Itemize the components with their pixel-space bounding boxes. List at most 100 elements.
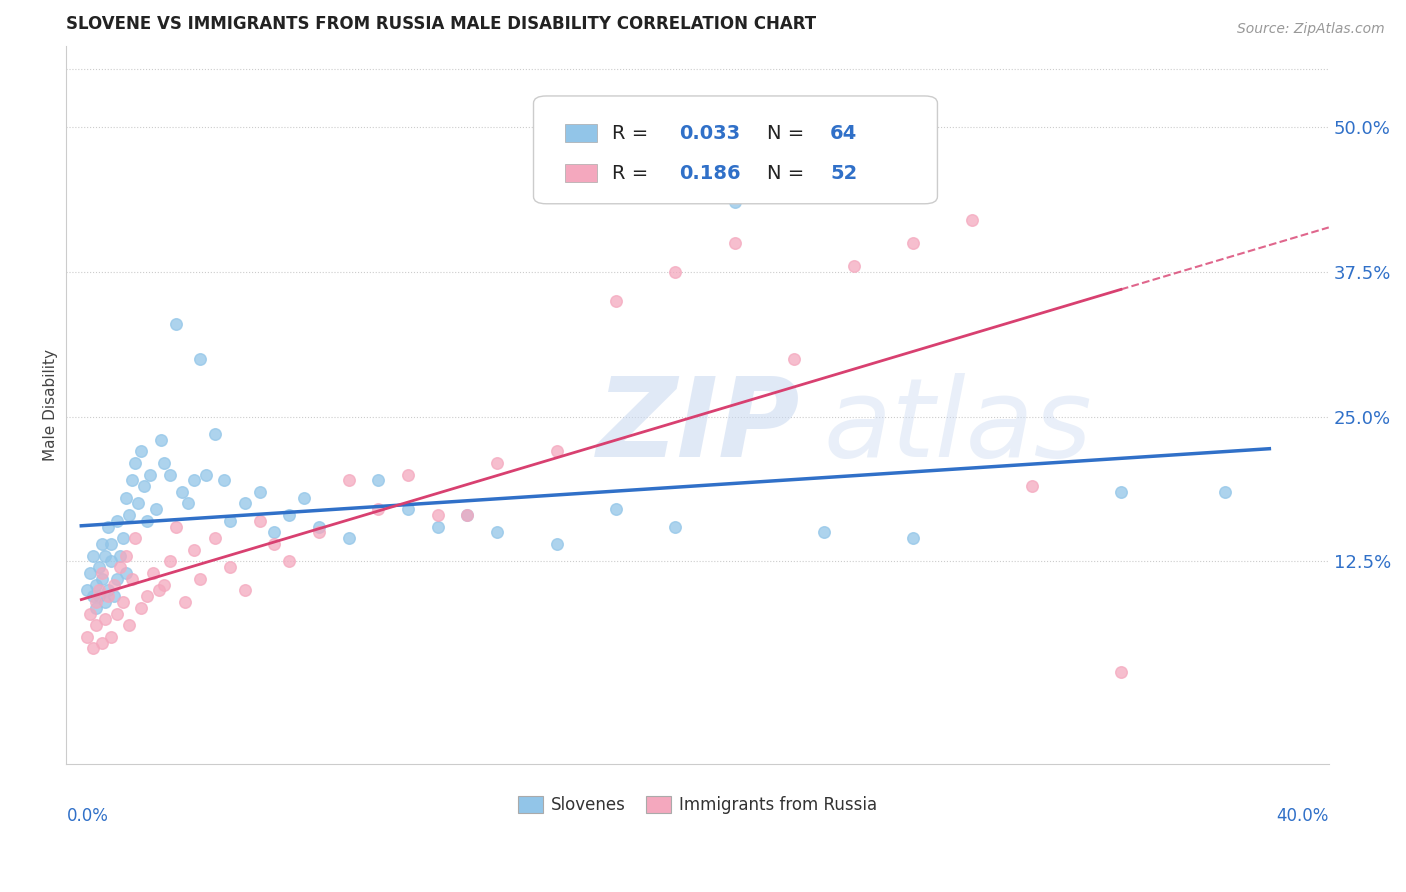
Point bbox=[396, 467, 419, 482]
Point bbox=[1109, 665, 1132, 679]
Point bbox=[188, 351, 211, 366]
Point bbox=[337, 531, 360, 545]
Point bbox=[546, 444, 568, 458]
Text: SLOVENE VS IMMIGRANTS FROM RUSSIA MALE DISABILITY CORRELATION CHART: SLOVENE VS IMMIGRANTS FROM RUSSIA MALE D… bbox=[66, 15, 817, 33]
Text: R =: R = bbox=[612, 124, 648, 143]
Text: ZIP: ZIP bbox=[596, 373, 800, 480]
Point bbox=[84, 595, 107, 609]
Point bbox=[486, 456, 509, 470]
Point bbox=[84, 600, 107, 615]
Text: 40.0%: 40.0% bbox=[1277, 807, 1329, 825]
Point bbox=[204, 531, 226, 545]
Point bbox=[111, 531, 134, 545]
Point bbox=[249, 514, 271, 528]
Point bbox=[249, 484, 271, 499]
Point bbox=[105, 514, 128, 528]
Point bbox=[308, 519, 330, 533]
Point bbox=[91, 572, 114, 586]
Point bbox=[91, 566, 114, 580]
Point bbox=[148, 583, 170, 598]
FancyBboxPatch shape bbox=[533, 96, 938, 203]
Point bbox=[105, 572, 128, 586]
FancyBboxPatch shape bbox=[565, 124, 596, 142]
Point bbox=[79, 566, 101, 580]
Point bbox=[724, 195, 747, 210]
Y-axis label: Male Disability: Male Disability bbox=[44, 349, 58, 461]
Point bbox=[121, 572, 143, 586]
Point bbox=[124, 531, 146, 545]
Point bbox=[91, 635, 114, 649]
Point bbox=[94, 595, 117, 609]
Point bbox=[121, 473, 143, 487]
Point bbox=[124, 456, 146, 470]
Point bbox=[82, 589, 104, 603]
Text: 0.033: 0.033 bbox=[679, 124, 740, 143]
Point bbox=[94, 612, 117, 626]
Point bbox=[263, 525, 285, 540]
Point bbox=[263, 537, 285, 551]
Point bbox=[901, 235, 924, 250]
Text: R =: R = bbox=[612, 164, 648, 183]
Point bbox=[367, 502, 389, 516]
Point bbox=[103, 589, 125, 603]
Point bbox=[605, 502, 627, 516]
Point bbox=[82, 641, 104, 656]
Text: 0.186: 0.186 bbox=[679, 164, 741, 183]
Point bbox=[108, 560, 131, 574]
Point bbox=[212, 473, 235, 487]
Point bbox=[1213, 484, 1236, 499]
Legend: Slovenes, Immigrants from Russia: Slovenes, Immigrants from Russia bbox=[512, 789, 884, 821]
Point bbox=[842, 259, 865, 273]
Point bbox=[145, 502, 167, 516]
Point bbox=[159, 467, 181, 482]
Point bbox=[183, 473, 205, 487]
Text: atlas: atlas bbox=[824, 373, 1092, 480]
Point bbox=[97, 583, 120, 598]
Point bbox=[195, 467, 218, 482]
Point bbox=[100, 554, 122, 568]
Point bbox=[115, 491, 138, 505]
Point bbox=[337, 473, 360, 487]
Point bbox=[1109, 484, 1132, 499]
Point bbox=[664, 519, 686, 533]
Point bbox=[783, 351, 806, 366]
Point bbox=[103, 577, 125, 591]
Point bbox=[135, 514, 157, 528]
Point bbox=[724, 235, 747, 250]
Point bbox=[901, 531, 924, 545]
Point bbox=[84, 577, 107, 591]
Point bbox=[138, 467, 160, 482]
Point bbox=[962, 212, 984, 227]
Point bbox=[89, 589, 111, 603]
Point bbox=[456, 508, 478, 522]
Point bbox=[426, 508, 449, 522]
Point bbox=[100, 630, 122, 644]
Point bbox=[97, 519, 120, 533]
Point bbox=[89, 560, 111, 574]
Point bbox=[233, 583, 256, 598]
Text: 0.0%: 0.0% bbox=[66, 807, 108, 825]
Point bbox=[89, 583, 111, 598]
Point bbox=[76, 583, 98, 598]
Point bbox=[135, 589, 157, 603]
Point bbox=[174, 595, 197, 609]
Point bbox=[129, 600, 152, 615]
Point bbox=[183, 542, 205, 557]
Point bbox=[105, 607, 128, 621]
Point bbox=[111, 595, 134, 609]
Text: N =: N = bbox=[768, 124, 804, 143]
Point bbox=[177, 496, 200, 510]
Point bbox=[367, 473, 389, 487]
Point bbox=[546, 537, 568, 551]
Point bbox=[100, 537, 122, 551]
Point bbox=[165, 519, 187, 533]
Point bbox=[664, 265, 686, 279]
Point bbox=[218, 560, 240, 574]
Text: N =: N = bbox=[768, 164, 804, 183]
Text: Source: ZipAtlas.com: Source: ZipAtlas.com bbox=[1237, 22, 1385, 37]
Point bbox=[308, 525, 330, 540]
Point bbox=[159, 554, 181, 568]
Text: 64: 64 bbox=[830, 124, 858, 143]
Point bbox=[396, 502, 419, 516]
Point bbox=[82, 549, 104, 563]
